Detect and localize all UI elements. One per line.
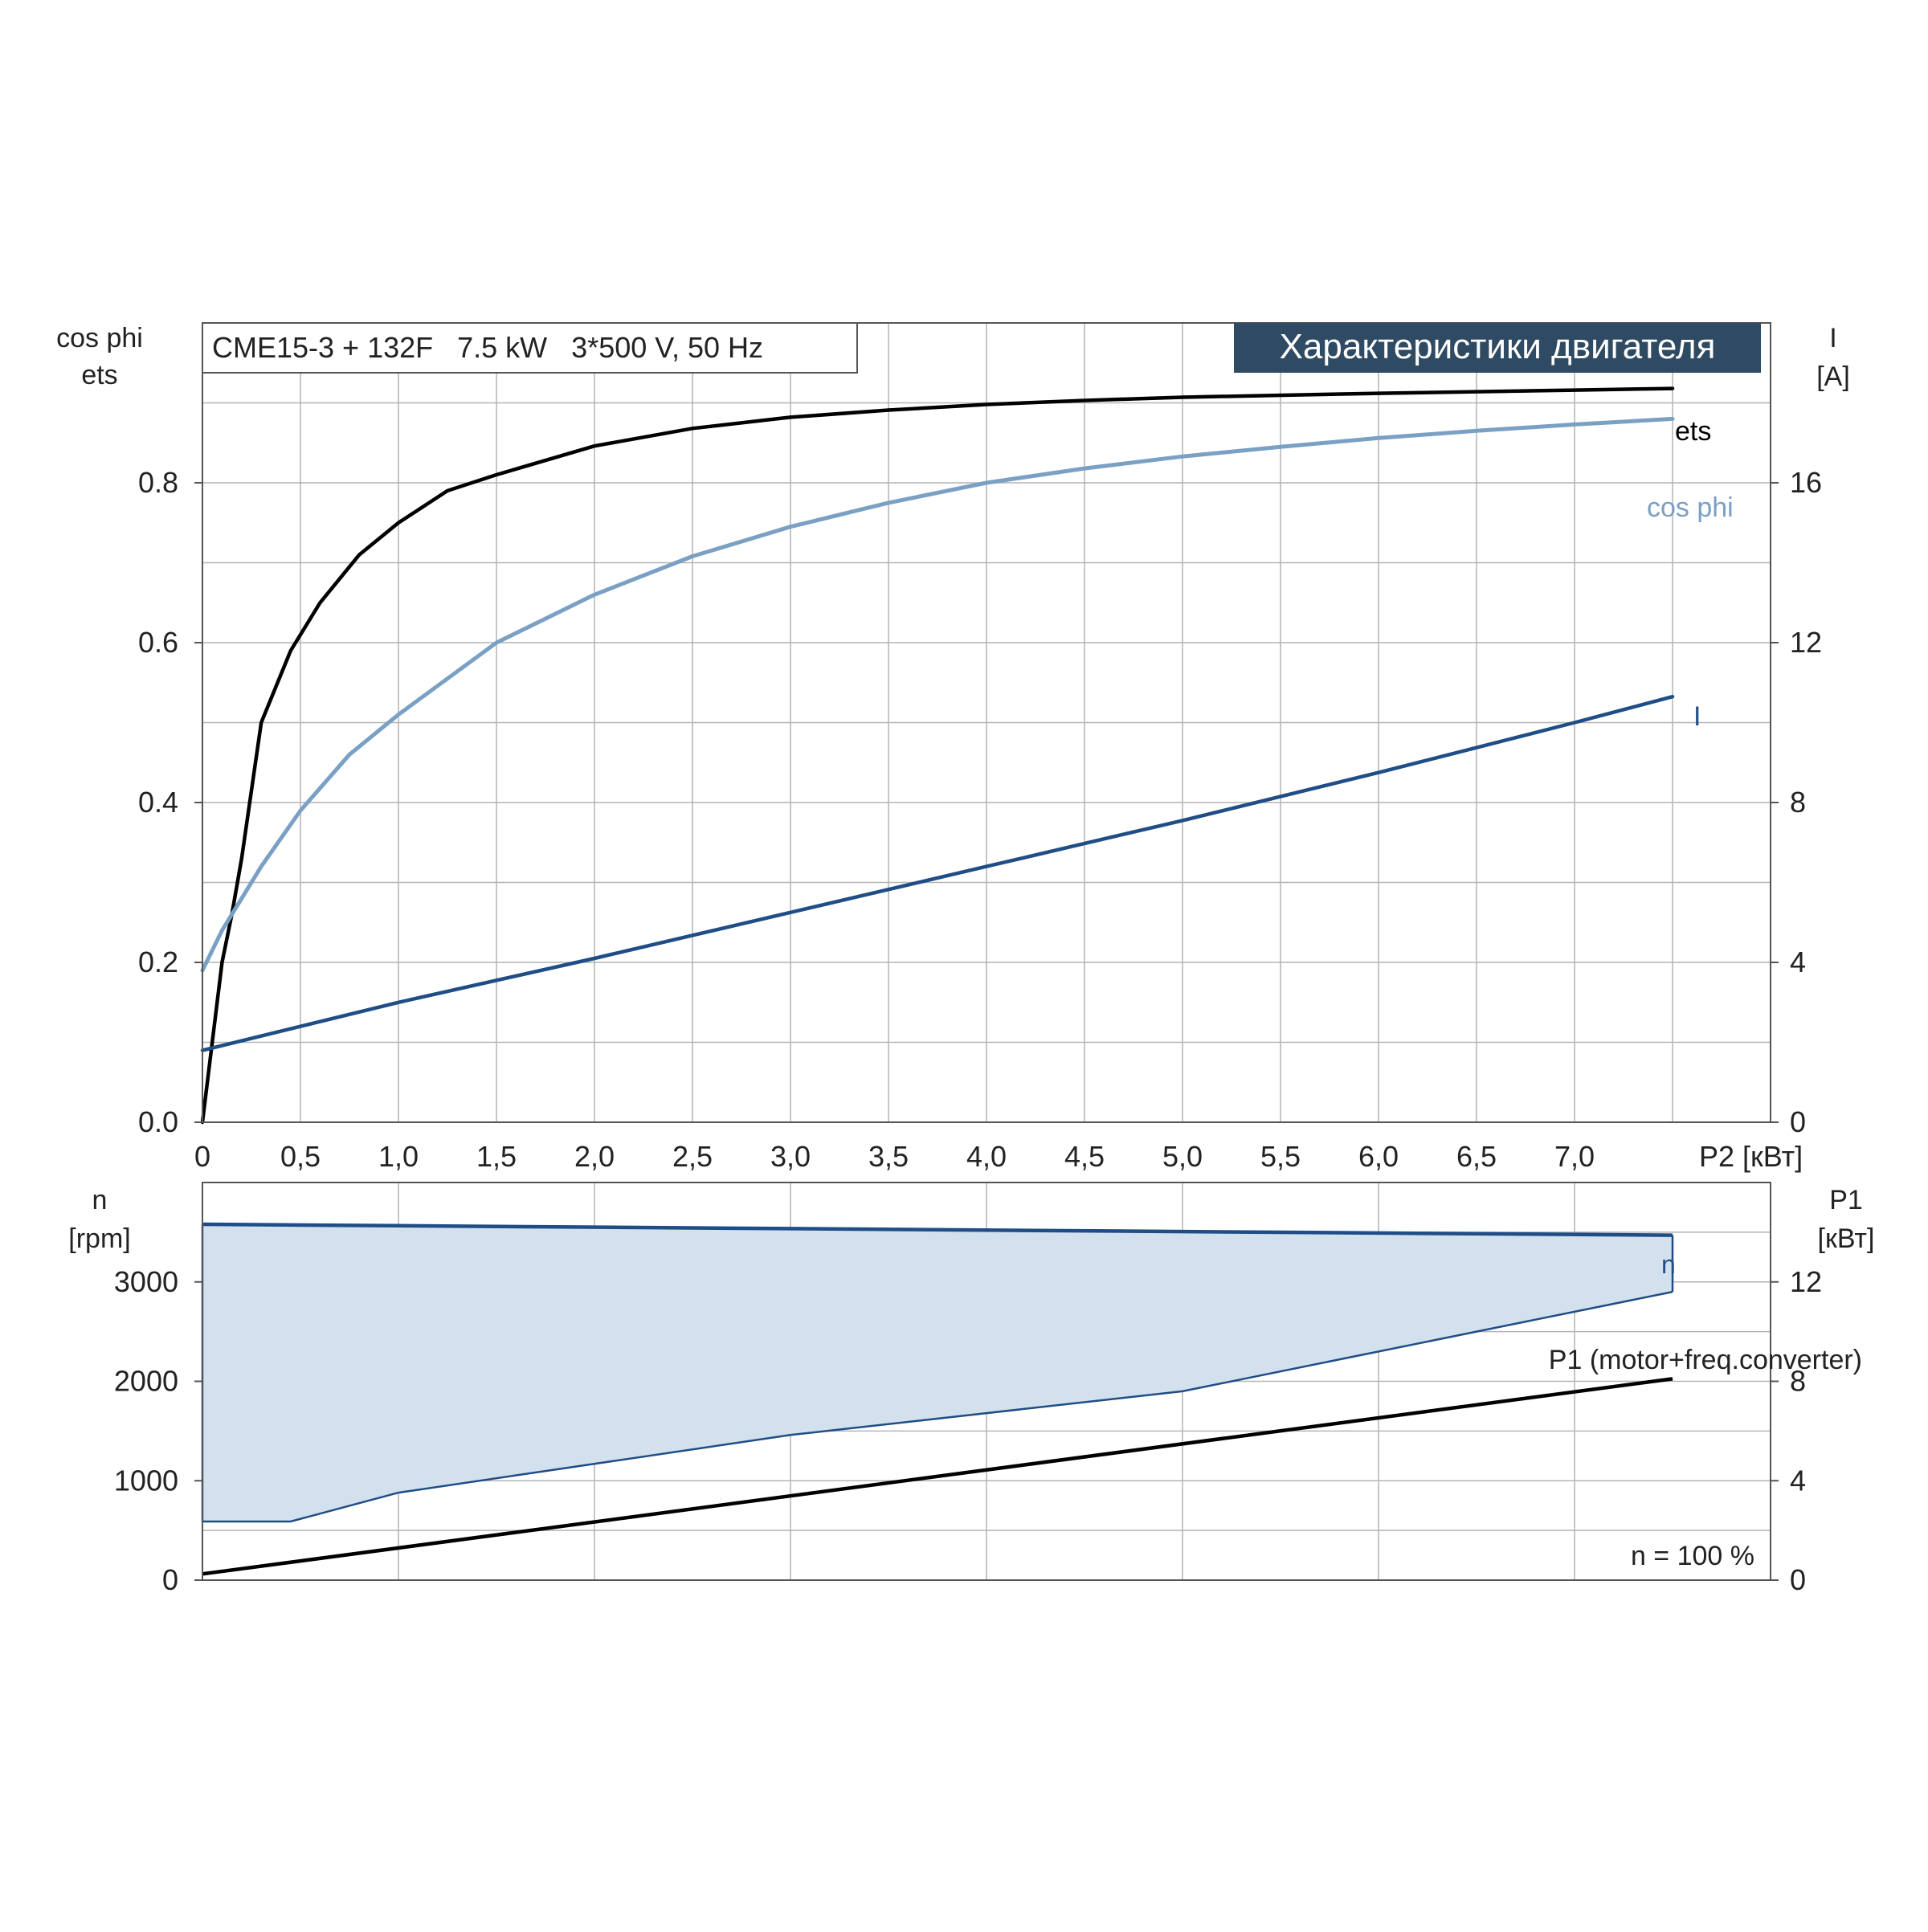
bottom-y-right-tick-label: 0 xyxy=(1790,1563,1806,1596)
bottom-y-left-tick-label: 2000 xyxy=(114,1365,178,1398)
y-right-tick-label: 0 xyxy=(1790,1105,1806,1138)
x-tick-label: 7,0 xyxy=(1554,1140,1595,1173)
x-axis-label: P2 [кВт] xyxy=(1699,1140,1803,1173)
top-right-axis-label-1: I xyxy=(1829,323,1836,353)
x-tick-label: 1,5 xyxy=(476,1140,517,1173)
chart-title: Характеристики двигателя xyxy=(1280,327,1716,366)
p1-line xyxy=(202,1377,1673,1576)
ets-series-label: ets xyxy=(1675,416,1711,447)
bottom-y-right-tick-label: 4 xyxy=(1790,1464,1806,1497)
bottom-y-left-tick-label: 1000 xyxy=(114,1464,178,1497)
y-left-tick-label: 0.2 xyxy=(138,946,178,978)
top-plot-grid xyxy=(202,322,1771,1122)
current-series-label: I xyxy=(1693,701,1701,732)
x-tick-label: 2,5 xyxy=(672,1140,713,1173)
y-right-tick-label: 8 xyxy=(1790,786,1806,819)
x-tick-label: 1,0 xyxy=(378,1140,419,1173)
speed-range-area xyxy=(202,1224,1673,1522)
speed-lower-line xyxy=(202,1290,1673,1523)
bottom-left-axis-label-2: [rpm] xyxy=(68,1223,130,1254)
y-right-tick-label: 16 xyxy=(1790,466,1822,499)
x-tick-label: 0 xyxy=(194,1140,210,1173)
x-tick-label: 5,5 xyxy=(1260,1140,1301,1173)
current-line xyxy=(200,694,1675,1052)
top-plot-ticks: 0 0,5 1,0 1,5 2,0 2,5 3,0 3,5 4,0 4,5 5,0 5,5 6,0 6,5… xyxy=(138,466,1822,1173)
x-tick-label: 0,5 xyxy=(280,1140,321,1173)
ets-line xyxy=(200,386,1675,1125)
y-right-tick-label: 4 xyxy=(1790,946,1806,978)
speed-upper-line xyxy=(202,1222,1673,1237)
top-plot-frame xyxy=(202,322,1771,1123)
bottom-right-axis-label-1: P1 xyxy=(1829,1185,1863,1215)
bottom-plot-ticks: 0 1000 2000 3000 0 4 8 12 xyxy=(114,1265,1822,1596)
header-text: CME15-3 + 132F 7.5 kW 3*500 V, 50 Hz xyxy=(212,331,763,364)
y-left-tick-label: 0.8 xyxy=(138,466,178,499)
y-left-tick-label: 0.4 xyxy=(138,786,178,819)
bottom-y-right-tick-label: 12 xyxy=(1790,1265,1822,1298)
x-tick-label: 4,0 xyxy=(966,1140,1007,1173)
speed-series-label: n xyxy=(1661,1250,1676,1279)
x-tick-label: 3,0 xyxy=(770,1140,811,1173)
header-box xyxy=(202,322,858,374)
x-tick-label: 5,0 xyxy=(1162,1140,1203,1173)
cos-phi-line xyxy=(200,416,1675,973)
x-tick-label: 6,0 xyxy=(1358,1140,1399,1173)
bottom-y-left-tick-label: 0 xyxy=(162,1563,178,1596)
top-left-axis-label-2: ets xyxy=(81,360,117,390)
y-left-tick-label: 0.0 xyxy=(138,1105,178,1138)
p1-series-label: P1 (motor+freq.converter) xyxy=(1549,1345,1862,1375)
bottom-y-left-tick-label: 3000 xyxy=(114,1265,178,1298)
x-tick-label: 2,0 xyxy=(574,1140,615,1173)
x-tick-label: 6,5 xyxy=(1456,1140,1497,1173)
bottom-left-axis-label-1: n xyxy=(92,1185,108,1215)
x-tick-label: 3,5 xyxy=(868,1140,909,1173)
bottom-y-right-tick-label: 8 xyxy=(1790,1365,1806,1398)
y-right-tick-label: 12 xyxy=(1790,626,1822,659)
cos-phi-series-label: cos phi xyxy=(1647,492,1734,523)
y-left-tick-label: 0.6 xyxy=(138,626,178,659)
bottom-right-axis-label-2: [кВт] xyxy=(1818,1223,1875,1254)
x-tick-label: 4,5 xyxy=(1064,1140,1105,1173)
top-plot-series xyxy=(200,386,1675,1125)
speed-annotation: n = 100 % xyxy=(1631,1541,1754,1571)
title-background xyxy=(1234,323,1761,373)
top-left-axis-label-1: cos phi xyxy=(56,323,143,353)
top-right-axis-label-2: [A] xyxy=(1816,361,1850,392)
